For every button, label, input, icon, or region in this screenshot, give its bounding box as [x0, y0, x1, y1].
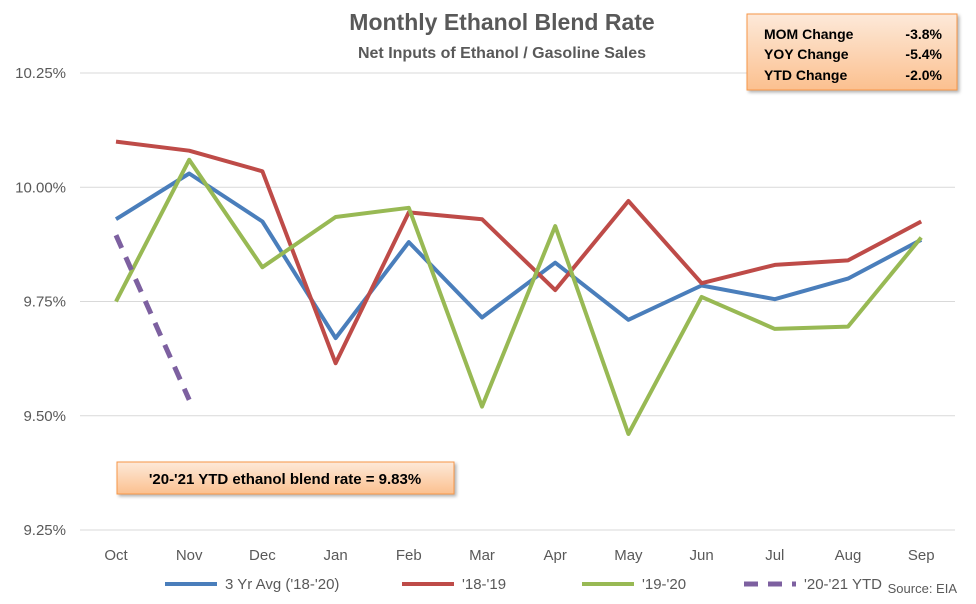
yoy-label: YOY Change — [764, 46, 849, 62]
x-tick-label: Jul — [765, 547, 784, 564]
summary-box: MOM Change -3.8% YOY Change -5.4% YTD Ch… — [746, 13, 958, 91]
legend-label: '20-'21 YTD — [804, 576, 882, 593]
ytd-annotation: '20-'21 YTD ethanol blend rate = 9.83% — [116, 461, 455, 495]
chart-title: Monthly Ethanol Blend Rate — [349, 9, 654, 35]
ytd-value: -2.0% — [905, 67, 942, 83]
source-note: Source: EIA — [888, 581, 958, 596]
annotation-text: '20-'21 YTD ethanol blend rate = 9.83% — [149, 471, 421, 488]
legend-label: '18-'19 — [462, 576, 506, 593]
x-tick-label: Apr — [544, 547, 567, 564]
yoy-value: -5.4% — [905, 46, 942, 62]
y-tick-label: 10.25% — [15, 65, 66, 82]
x-tick-label: Jun — [690, 547, 714, 564]
y-axis: 9.25% 9.50% 9.75% 10.00% 10.25% — [15, 65, 66, 539]
y-tick-label: 9.25% — [23, 522, 66, 539]
x-tick-label: Sep — [908, 547, 935, 564]
summary-box-background — [746, 13, 958, 91]
series-lines — [113, 139, 923, 436]
series-line-3 — [113, 234, 192, 401]
x-tick-label: Dec — [249, 547, 276, 564]
annotation-background — [116, 461, 455, 495]
series-line-0 — [114, 171, 923, 341]
x-tick-label: Nov — [176, 547, 203, 564]
x-tick-label: Jan — [324, 547, 348, 564]
x-tick-label: Feb — [396, 547, 422, 564]
gridlines — [80, 72, 955, 531]
x-tick-label: Oct — [104, 547, 128, 564]
mom-value: -3.8% — [905, 26, 942, 42]
ytd-label: YTD Change — [764, 67, 847, 83]
x-tick-label: Mar — [469, 547, 495, 564]
series-line-1 — [115, 139, 923, 366]
legend: 3 Yr Avg ('18-'20) '18-'19 '19-'20 '20-'21 … — [165, 576, 882, 593]
x-axis: Oct Nov Dec Jan Feb Mar Apr May Jun Jul Aug Sep — [104, 547, 934, 564]
x-tick-label: May — [614, 547, 643, 564]
chart-subtitle: Net Inputs of Ethanol / Gasoline Sales — [358, 45, 646, 62]
legend-label: '19-'20 — [642, 576, 686, 593]
mom-label: MOM Change — [764, 26, 854, 42]
y-tick-label: 10.00% — [15, 179, 66, 196]
x-tick-label: Aug — [835, 547, 862, 564]
y-tick-label: 9.50% — [23, 408, 66, 425]
legend-label: 3 Yr Avg ('18-'20) — [225, 576, 339, 593]
series-line-2 — [114, 157, 923, 436]
y-tick-label: 9.75% — [23, 294, 66, 311]
